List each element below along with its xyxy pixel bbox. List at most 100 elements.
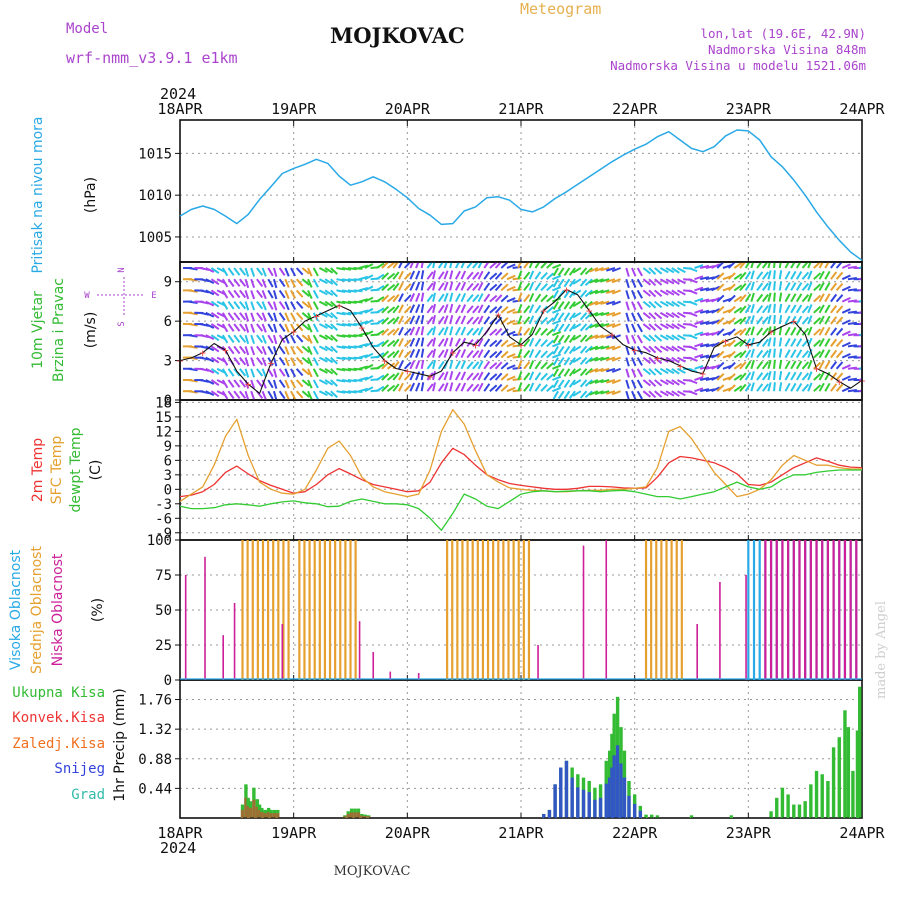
wind-arrow (221, 368, 229, 378)
wind-arrow (716, 305, 725, 314)
wind-arrow (278, 312, 286, 321)
wind-arrow (546, 362, 555, 370)
wind-arrow (739, 327, 747, 336)
wind-arrow (739, 383, 747, 392)
wind-arrow (318, 289, 328, 296)
wind-arrow (654, 334, 663, 342)
wind-arrow (688, 345, 698, 351)
wind-gust-marker: + (381, 355, 388, 368)
wind-arrow (256, 368, 264, 377)
wind-arrow (426, 349, 434, 359)
wind-arrow (552, 379, 559, 389)
wind-arrow (403, 327, 412, 336)
wind-arrow (472, 327, 480, 336)
wind-arrow (244, 368, 250, 378)
wind-arrow (835, 282, 844, 292)
wind-arrow (443, 348, 449, 358)
wind-arrow (420, 281, 425, 291)
wind-gust-marker: + (722, 335, 729, 348)
wind-arrow (477, 349, 484, 359)
wind-arrow (477, 304, 484, 314)
wind-arrow (625, 346, 630, 356)
conv-bar (349, 812, 354, 818)
wind-arrow (600, 323, 610, 328)
wind-arrow (489, 373, 498, 381)
wind-arrow (801, 271, 810, 280)
wind-arrow (813, 373, 822, 381)
wind-arrow (375, 340, 385, 348)
wind-arrow (727, 317, 736, 325)
wind-arrow (750, 292, 755, 302)
wind-arrow (835, 350, 844, 359)
wind-arrow (244, 346, 250, 356)
wind-arrow (318, 278, 328, 285)
wind-arrow (688, 323, 698, 329)
wind-arrow (466, 350, 474, 359)
wind-arrow (341, 367, 352, 372)
wind-arrow (688, 356, 698, 362)
wind-arrow (375, 385, 385, 393)
wind-arrow (611, 356, 621, 362)
wind-arrow (557, 357, 565, 366)
wind-arrow (528, 337, 535, 347)
wind-gust-marker: + (813, 362, 820, 375)
wind-arrow (312, 323, 319, 333)
wind-arrow (301, 323, 310, 331)
wind-arrow (353, 379, 363, 382)
conv-bar (353, 812, 357, 818)
wind-arrow (256, 356, 264, 366)
wind-arrow (733, 273, 743, 281)
wind-arrow (671, 345, 680, 353)
wind-arrow (398, 349, 404, 359)
wind-arrow (375, 296, 385, 303)
wind-arrow (278, 323, 286, 332)
wind-arrow (205, 300, 215, 307)
wind-arrow (589, 334, 599, 340)
wind-arrow (665, 300, 675, 307)
wind-arrow (795, 282, 803, 291)
x-tick-label-top: 23APR (726, 100, 772, 118)
y-tick-label: -6 (155, 511, 172, 527)
wind-arrow (631, 312, 637, 322)
wind-arrow (600, 300, 610, 305)
wind-arrow (358, 309, 369, 314)
wind-arrow (534, 316, 542, 325)
wind-arrow (594, 267, 604, 272)
wind-arrow (841, 296, 851, 303)
wind-arrow (631, 278, 637, 288)
wind-arrow (744, 383, 752, 392)
wind-arrow (594, 390, 604, 396)
wind-arrow (711, 330, 721, 337)
wind-arrow (611, 390, 621, 396)
pressure-unit: (hPa) (83, 177, 99, 213)
wind-arrow (584, 267, 593, 275)
wind-arrow (233, 379, 241, 388)
wind-arrow (284, 346, 290, 356)
wind-arrow (261, 323, 267, 333)
wind-arrow (688, 311, 698, 317)
wind-arrow (494, 361, 503, 370)
wind-arrow (392, 293, 400, 303)
wind-arrow (512, 310, 522, 314)
wind-arrow (267, 368, 274, 378)
wind-arrow (381, 328, 390, 336)
wind-arrow (426, 338, 434, 348)
wind-arrow (801, 282, 810, 292)
wind-arrow (552, 312, 559, 322)
wind-arrow (699, 320, 710, 325)
wind-arrow (261, 290, 267, 300)
wind-arrow (744, 371, 752, 381)
precip-unit: 1hr Precip (mm) (112, 688, 128, 801)
wind-arrow (472, 316, 480, 325)
wind-arrow (813, 272, 822, 280)
wind-arrow (290, 390, 297, 400)
wind-arrow (711, 263, 721, 269)
wind-arrow (665, 379, 675, 386)
wind-arrow (750, 270, 755, 280)
wind-arrow (415, 371, 421, 381)
temp-line-1 (179, 409, 862, 502)
wind-arrow (648, 312, 657, 320)
wind-arrow (221, 379, 229, 389)
wind-arrow (813, 317, 822, 325)
y-tick-label: 75 (155, 568, 172, 584)
